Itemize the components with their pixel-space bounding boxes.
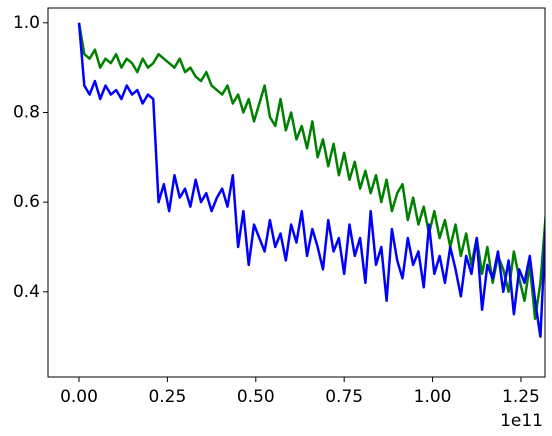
x-tick-label: 1.25 xyxy=(502,387,540,407)
x-tick-label: 0.75 xyxy=(325,387,363,407)
x-tick-label: 0.00 xyxy=(60,387,98,407)
y-tick-label: 0.4 xyxy=(13,282,40,302)
y-tick-label: 1.0 xyxy=(13,13,40,33)
y-tick-label: 0.6 xyxy=(13,192,40,212)
x-tick-label: 0.25 xyxy=(148,387,186,407)
y-tick-label: 0.8 xyxy=(13,102,40,122)
plot-frame xyxy=(47,7,546,378)
x-tick-label: 1.00 xyxy=(414,387,452,407)
series-line xyxy=(77,22,545,320)
x-offset-label: 1e11 xyxy=(500,411,543,431)
plot-lines xyxy=(77,22,545,338)
x-tick-label: 0.50 xyxy=(237,387,275,407)
series-line xyxy=(77,22,545,338)
